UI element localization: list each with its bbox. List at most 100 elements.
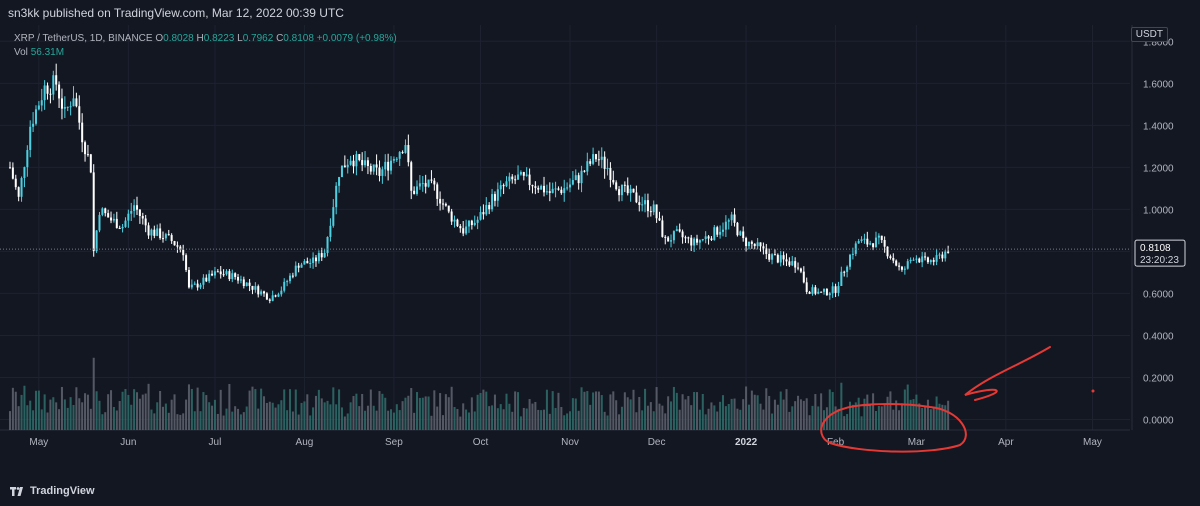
volume-bar: [880, 406, 883, 430]
candle-body: [312, 257, 315, 264]
candle-body: [638, 202, 641, 205]
volume-bar: [352, 396, 355, 430]
volume-bar: [912, 399, 915, 430]
volume-bar: [768, 395, 771, 430]
candle-body: [271, 295, 274, 301]
candle-body: [144, 218, 147, 226]
volume-bar: [89, 408, 92, 430]
candle-body: [618, 189, 621, 196]
volume-bar: [883, 404, 886, 430]
volume-bar: [294, 389, 297, 430]
volume-bar: [303, 401, 306, 430]
candle-body: [511, 176, 514, 180]
candle-body: [141, 216, 144, 219]
candle-body: [352, 160, 355, 167]
candle-body: [704, 236, 707, 239]
volume-bar: [782, 399, 785, 430]
volume-bar: [733, 398, 736, 430]
candle-body: [49, 93, 52, 95]
volume-bar: [742, 399, 745, 430]
candle-body: [150, 229, 153, 236]
volume-bar: [32, 410, 35, 430]
tradingview-logo[interactable]: TradingView: [10, 485, 95, 497]
candle-body: [225, 271, 228, 275]
candle-body: [17, 187, 20, 197]
volume-bar: [857, 397, 860, 430]
candle-body: [589, 161, 592, 164]
volume-bar: [213, 399, 216, 430]
volume-bar: [609, 394, 612, 430]
volume-bar: [675, 392, 678, 430]
candle-body: [727, 220, 730, 222]
price-chart[interactable]: 1.80001.60001.40001.20001.00000.80000.60…: [0, 25, 1200, 455]
volume-bar: [369, 389, 372, 430]
candle-body: [479, 212, 482, 220]
volume-bar: [687, 396, 690, 430]
candle-body: [632, 188, 635, 193]
volume-bar: [571, 398, 574, 430]
chart-area[interactable]: 1.80001.60001.40001.20001.00000.80000.60…: [0, 25, 1200, 455]
candle-body: [441, 203, 444, 205]
volume-bar: [491, 405, 494, 430]
volume-bar: [205, 395, 208, 430]
volume-bar: [86, 394, 89, 430]
volume-bar: [78, 398, 81, 430]
volume-bar: [947, 400, 950, 430]
candle-body: [788, 261, 791, 266]
chart-legend: XRP / TetherUS, 1D, BINANCE O0.8028 H0.8…: [14, 32, 397, 60]
volume-bar: [317, 389, 320, 430]
volume-bar: [892, 409, 895, 430]
candle-body: [349, 160, 352, 165]
volume-bar: [8, 411, 12, 430]
volume-bar: [439, 393, 442, 430]
volume-bar: [632, 389, 635, 430]
candle-body: [791, 261, 794, 266]
candle-body: [55, 75, 58, 85]
volume-bar: [450, 386, 453, 430]
volume-bar: [860, 416, 863, 430]
candle-body: [52, 75, 55, 95]
volume-bar: [329, 404, 332, 430]
candle-body: [635, 192, 638, 203]
volume-bar: [667, 396, 670, 430]
volume-bar: [889, 391, 892, 430]
volume-bar: [392, 412, 395, 430]
candle-body: [384, 161, 387, 170]
volume-bar: [493, 394, 496, 430]
candle-body: [101, 208, 104, 215]
volume-bar: [929, 409, 932, 430]
volume-bar: [791, 406, 794, 430]
candle-body: [254, 286, 257, 290]
volume-bar: [459, 416, 462, 430]
currency-badge[interactable]: USDT: [1130, 27, 1168, 42]
volume-bar: [488, 406, 491, 430]
volume-bar: [211, 405, 214, 430]
candle-body: [586, 161, 589, 172]
candle-body: [768, 253, 771, 260]
volume-bar: [854, 402, 857, 430]
volume-bar: [297, 414, 300, 430]
volume-bar: [678, 409, 681, 430]
volume-bar: [193, 411, 196, 430]
volume-bar: [600, 395, 603, 430]
candle-body: [534, 186, 537, 188]
volume-bar: [517, 392, 520, 430]
volume-bar: [473, 411, 476, 430]
candle-body: [320, 253, 323, 258]
volume-bar: [245, 406, 248, 430]
volume-bar: [395, 404, 398, 430]
candle-body: [889, 256, 892, 258]
volume-bar: [118, 401, 121, 430]
volume-bar: [799, 399, 802, 430]
volume-bar: [115, 410, 118, 430]
volume-bar: [288, 389, 292, 430]
volume-bar: [479, 392, 482, 430]
volume-bar: [208, 402, 211, 430]
candle-body: [488, 205, 491, 210]
candle-body: [127, 213, 130, 221]
candle-body: [263, 291, 266, 294]
candle-body: [291, 275, 294, 277]
volume-bar: [620, 406, 623, 430]
volume-bar: [606, 415, 609, 430]
candle-body: [164, 234, 167, 239]
